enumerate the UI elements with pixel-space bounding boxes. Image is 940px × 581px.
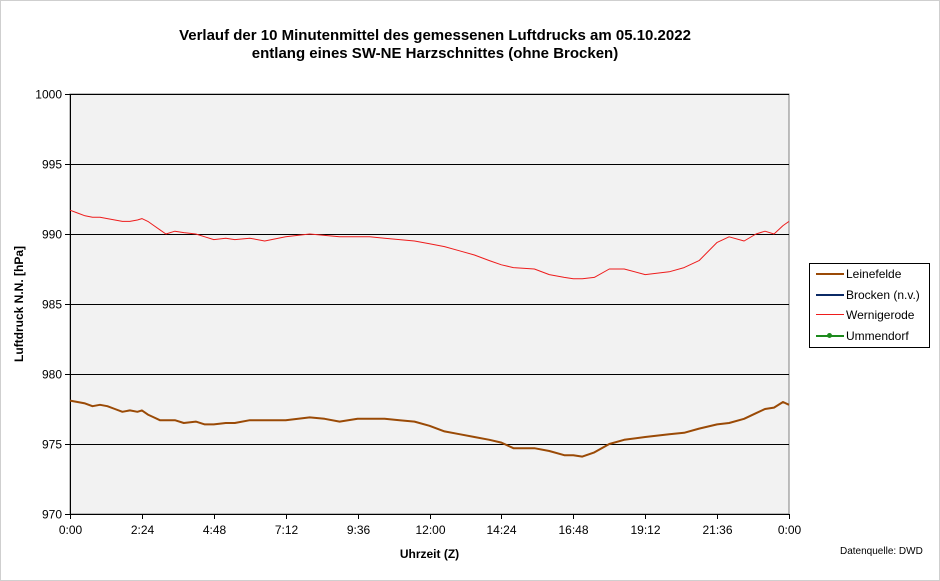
chart-title: Verlauf der 10 Minutenmittel des gemesse… — [0, 27, 870, 63]
y-tick-label: 975 — [42, 438, 62, 452]
y-tick-label: 1000 — [35, 88, 62, 102]
legend-marker-ummendorf — [827, 333, 832, 338]
legend-label-wernigerode: Wernigerode — [846, 308, 915, 322]
legend: Leinefelde Brocken (n.v.) Wernigerode Um… — [809, 263, 930, 348]
legend-label-leinefelde: Leinefelde — [846, 267, 902, 281]
chart-title-line-1: Verlauf der 10 Minutenmittel des gemesse… — [179, 27, 691, 44]
y-tick-label: 970 — [42, 508, 62, 522]
series-line-wernigerode — [69, 209, 790, 280]
x-tick-label: 9:36 — [347, 523, 371, 537]
y-tick-label: 990 — [42, 228, 62, 242]
x-tick-label: 21:36 — [702, 523, 732, 537]
x-axis-ticks: 0:00 2:24 4:48 7:12 9:36 12:00 14:24 16:48 19:12… — [59, 514, 802, 537]
series-layer — [69, 209, 790, 458]
x-tick-label: 2:24 — [131, 523, 155, 537]
legend-swatch-leinefelde — [816, 273, 844, 275]
y-tick-label: 980 — [42, 368, 62, 382]
legend-item-ummendorf: Ummendorf — [816, 327, 928, 345]
legend-swatch-brocken — [816, 294, 844, 296]
x-tick-label: 7:12 — [275, 523, 299, 537]
chart-title-line-2: entlang eines SW-NE Harzschnittes (ohne … — [251, 45, 619, 62]
x-tick-label: 0:00 — [778, 523, 802, 537]
y-tick-label: 985 — [42, 298, 62, 312]
legend-item-brocken: Brocken (n.v.) — [816, 286, 928, 304]
data-source-note: Datenquelle: DWD — [840, 546, 923, 557]
x-tick-label: 16:48 — [558, 523, 588, 537]
legend-item-wernigerode: Wernigerode — [816, 306, 928, 324]
x-tick-label: 4:48 — [203, 523, 227, 537]
y-axis-label: Luftdruck N.N. [hPa] — [12, 246, 26, 362]
x-axis-label: Uhrzeit (Z) — [400, 547, 459, 561]
series-line-leinefelde — [69, 399, 790, 458]
x-tick-label: 0:00 — [59, 523, 83, 537]
grid-lines — [70, 94, 789, 445]
y-axis-ticks: 970 975 980 985 990 995 1000 — [35, 88, 789, 522]
legend-label-ummendorf: Ummendorf — [846, 329, 909, 343]
legend-swatch-wernigerode — [816, 314, 844, 315]
x-tick-label: 12:00 — [415, 523, 445, 537]
x-tick-label: 19:12 — [630, 523, 660, 537]
legend-item-leinefelde: Leinefelde — [816, 265, 928, 283]
x-tick-label: 14:24 — [486, 523, 516, 537]
legend-label-brocken: Brocken (n.v.) — [846, 288, 920, 302]
y-tick-label: 995 — [42, 158, 62, 172]
